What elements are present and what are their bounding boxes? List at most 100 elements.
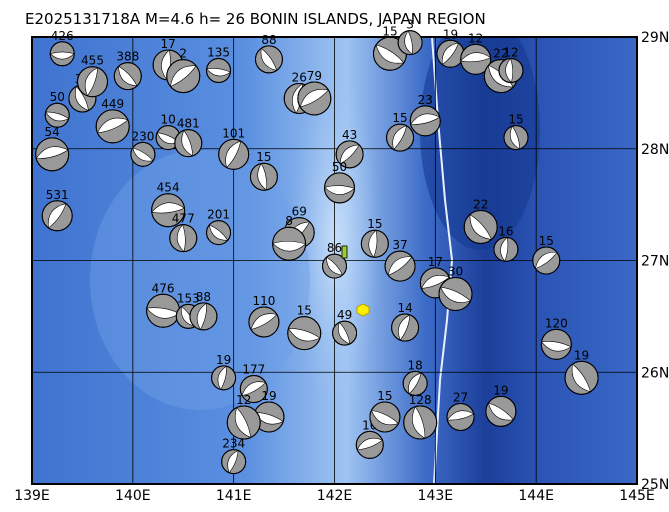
focal-mechanism — [297, 81, 332, 116]
ball-outline — [77, 66, 108, 98]
focal-mechanism — [221, 449, 247, 475]
depth-label: 234 — [222, 437, 245, 451]
ball-outline — [211, 365, 237, 391]
depth-label: 19 — [574, 348, 589, 362]
focal-mechanism — [249, 162, 278, 191]
focal-mechanism — [130, 141, 156, 167]
focal-mechanism — [206, 220, 232, 246]
focal-mechanism — [403, 405, 438, 440]
depth-label: 17 — [428, 255, 443, 269]
focal-mechanism — [189, 302, 218, 331]
ball-outline — [248, 306, 280, 338]
depth-label: 481 — [177, 117, 200, 131]
focal-mechanism — [384, 250, 416, 282]
focal-mechanism — [493, 236, 519, 262]
ball-outline — [446, 402, 475, 431]
focal-mechanism — [564, 360, 599, 395]
ball-outline — [409, 105, 441, 137]
focal-mechanism — [322, 253, 347, 279]
ball-outline — [322, 253, 347, 279]
ball-outline — [503, 125, 529, 151]
focal-mechanism — [438, 277, 473, 312]
focal-mechanism — [146, 293, 181, 328]
focal-mechanism — [287, 316, 322, 351]
y-tick-label: 25N — [641, 477, 669, 493]
focal-mechanism — [436, 39, 465, 68]
focal-mechanism — [409, 105, 441, 137]
focal-mechanism — [386, 123, 415, 152]
depth-label: 79 — [307, 69, 322, 83]
ball-outline — [369, 401, 401, 433]
focal-mechanism — [540, 328, 572, 360]
focal-mechanism — [254, 45, 283, 74]
ball-outline — [463, 209, 498, 244]
ball-outline — [402, 370, 428, 396]
depth-label: 86 — [327, 241, 342, 255]
ball-outline — [189, 302, 218, 331]
focal-mechanism — [77, 66, 108, 98]
ball-outline — [174, 129, 203, 158]
ball-outline — [460, 43, 492, 75]
depth-label: 177 — [242, 363, 265, 377]
depth-label: 201 — [207, 208, 230, 222]
ball-outline — [95, 109, 130, 144]
focal-mechanism — [397, 30, 423, 56]
depth-label: 15 — [256, 150, 271, 164]
focal-mechanism — [335, 140, 364, 169]
depth-label: 16 — [498, 224, 513, 238]
ball-outline — [360, 229, 389, 258]
ball-outline — [249, 162, 278, 191]
ball-outline — [49, 41, 75, 67]
ball-outline — [272, 226, 307, 261]
map-frame — [31, 36, 638, 485]
depth-label: 18 — [408, 358, 423, 372]
depth-label: 43 — [342, 128, 357, 142]
depth-label: 54 — [45, 125, 60, 139]
ball-outline — [564, 360, 599, 395]
depth-label: 69 — [292, 205, 307, 219]
depth-label: 15 — [297, 304, 312, 318]
depth-label: 477 — [172, 212, 195, 226]
focal-mechanism — [391, 313, 420, 342]
ball-outline — [287, 316, 322, 351]
depth-label: 153 — [177, 291, 200, 305]
depth-label: 50 — [50, 90, 65, 104]
ball-outline — [254, 45, 283, 74]
focal-mechanism — [323, 172, 356, 204]
ball-outline — [438, 277, 473, 312]
ball-outline — [493, 236, 519, 262]
ball-outline — [41, 200, 73, 232]
depth-label: 230 — [131, 129, 154, 143]
focal-mechanism — [460, 43, 492, 75]
ball-outline — [403, 405, 438, 440]
depth-label: 476 — [152, 281, 175, 295]
depth-label: 19 — [261, 389, 276, 403]
depth-label: 15 — [367, 217, 382, 231]
depth-label: 15 — [539, 234, 554, 248]
ball-outline — [35, 137, 70, 172]
depth-label: 26 — [292, 70, 307, 84]
depth-label: 23 — [418, 93, 433, 107]
depth-label: 19 — [493, 383, 508, 397]
focal-mechanism — [95, 109, 130, 144]
ball-outline — [113, 62, 142, 91]
ball-outline — [221, 449, 247, 475]
depth-label: 12 — [468, 31, 483, 45]
depth-label: 3 — [406, 18, 414, 32]
ball-outline — [239, 375, 268, 404]
depth-label: 101 — [222, 126, 245, 140]
focal-mechanism — [360, 229, 389, 258]
ball-outline — [206, 220, 232, 246]
ball-outline — [297, 81, 332, 116]
focal-mechanism — [402, 370, 428, 396]
map-title: E2025131718A M=4.6 h= 26 BONIN ISLANDS, … — [25, 10, 486, 28]
depth-label: 15 — [392, 111, 407, 125]
depth-label: 19 — [216, 353, 231, 367]
focal-mechanism — [226, 405, 261, 440]
depth-label: 30 — [448, 265, 463, 279]
ball-outline — [332, 320, 358, 346]
focal-mechanism — [218, 138, 250, 170]
depth-label: 12 — [236, 393, 251, 407]
focal-mechanism — [485, 395, 517, 427]
